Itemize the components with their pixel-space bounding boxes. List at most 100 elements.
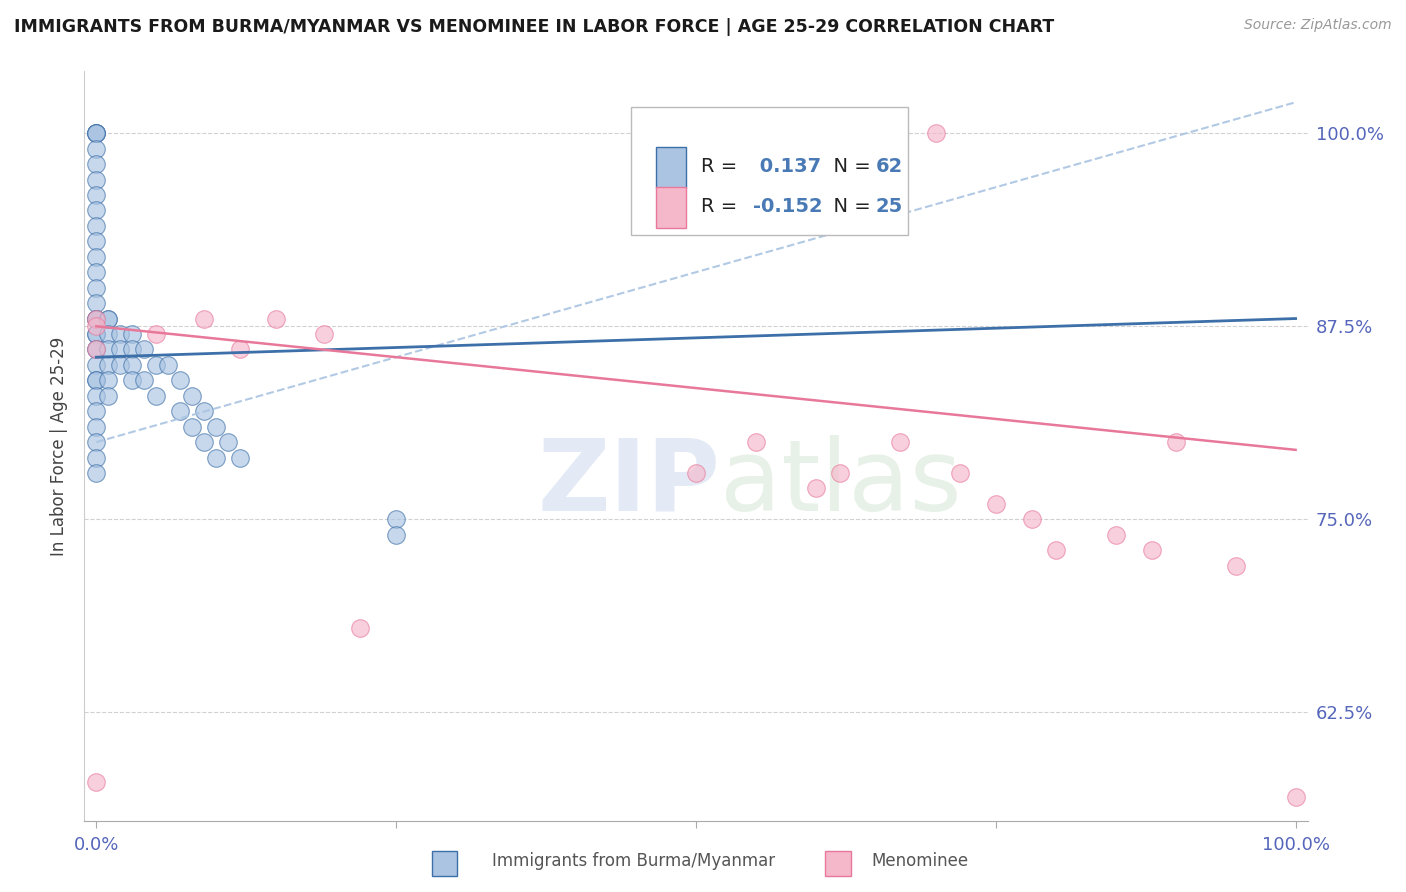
Point <box>86 280 108 294</box>
Text: Menominee: Menominee <box>872 852 969 870</box>
Point <box>86 404 108 418</box>
Point <box>86 775 108 789</box>
Point <box>86 157 108 171</box>
Text: Source: ZipAtlas.com: Source: ZipAtlas.com <box>1244 18 1392 32</box>
Text: 0.137: 0.137 <box>754 157 821 176</box>
Point <box>86 126 108 140</box>
Point <box>314 326 336 341</box>
Text: IMMIGRANTS FROM BURMA/MYANMAR VS MENOMINEE IN LABOR FORCE | AGE 25-29 CORRELATIO: IMMIGRANTS FROM BURMA/MYANMAR VS MENOMIN… <box>14 18 1054 36</box>
Point <box>86 326 108 341</box>
Point <box>217 435 239 450</box>
Point <box>1021 512 1043 526</box>
Point <box>1045 543 1067 558</box>
Point <box>264 311 287 326</box>
Point <box>205 450 228 465</box>
Text: R =: R = <box>700 197 744 217</box>
Text: N =: N = <box>821 197 877 217</box>
Point <box>889 435 911 450</box>
Point <box>1164 435 1187 450</box>
Point <box>1140 543 1163 558</box>
Point <box>169 373 191 387</box>
Point <box>385 528 408 542</box>
Point <box>86 250 108 264</box>
Point <box>949 466 972 480</box>
Point <box>86 373 108 387</box>
Point <box>86 419 108 434</box>
Point <box>86 203 108 218</box>
Point <box>86 389 108 403</box>
Point <box>86 343 108 357</box>
Point <box>349 621 371 635</box>
Text: ZIP: ZIP <box>537 435 720 532</box>
Point <box>385 512 408 526</box>
Text: -0.152: -0.152 <box>754 197 823 217</box>
Point <box>145 389 167 403</box>
Point <box>86 311 108 326</box>
Text: Immigrants from Burma/Myanmar: Immigrants from Burma/Myanmar <box>492 852 775 870</box>
Point <box>110 326 132 341</box>
Point <box>86 188 108 202</box>
Point <box>86 466 108 480</box>
Point <box>804 482 827 496</box>
Point <box>121 358 143 372</box>
Text: 62: 62 <box>876 157 903 176</box>
Point <box>110 358 132 372</box>
Point <box>86 219 108 233</box>
Point <box>86 311 108 326</box>
Point <box>86 311 108 326</box>
Point <box>86 126 108 140</box>
Point <box>86 358 108 372</box>
Bar <box>432 851 457 876</box>
Point <box>86 142 108 156</box>
Text: N =: N = <box>821 157 877 176</box>
Point <box>205 419 228 434</box>
Point <box>97 389 120 403</box>
Point <box>97 311 120 326</box>
Point <box>86 172 108 186</box>
Point <box>229 343 252 357</box>
Point <box>86 265 108 279</box>
Point <box>1284 790 1306 805</box>
Text: R =: R = <box>700 157 744 176</box>
Point <box>86 343 108 357</box>
Point <box>121 373 143 387</box>
Point <box>193 311 215 326</box>
Point <box>828 466 851 480</box>
Y-axis label: In Labor Force | Age 25-29: In Labor Force | Age 25-29 <box>51 336 69 556</box>
Point <box>86 235 108 249</box>
Point <box>86 435 108 450</box>
Point <box>97 373 120 387</box>
Bar <box>655 187 686 228</box>
Point <box>86 373 108 387</box>
Point <box>86 326 108 341</box>
Text: atlas: atlas <box>720 435 962 532</box>
Point <box>1105 528 1128 542</box>
Point <box>86 343 108 357</box>
Point <box>145 326 167 341</box>
Point <box>86 450 108 465</box>
Point <box>86 319 108 334</box>
Point <box>86 126 108 140</box>
Point <box>121 326 143 341</box>
Point <box>97 326 120 341</box>
Point <box>110 343 132 357</box>
Point <box>97 311 120 326</box>
Point <box>1225 558 1247 573</box>
Point <box>925 126 948 140</box>
Point <box>97 358 120 372</box>
Point <box>181 419 204 434</box>
Point <box>181 389 204 403</box>
Bar <box>825 851 851 876</box>
Point <box>134 373 156 387</box>
Point <box>86 311 108 326</box>
Bar <box>655 146 686 187</box>
Point <box>145 358 167 372</box>
Point <box>984 497 1007 511</box>
Point <box>157 358 180 372</box>
Point <box>193 404 215 418</box>
FancyBboxPatch shape <box>631 106 908 235</box>
Point <box>169 404 191 418</box>
Point <box>685 466 707 480</box>
Text: 25: 25 <box>876 197 903 217</box>
Point <box>193 435 215 450</box>
